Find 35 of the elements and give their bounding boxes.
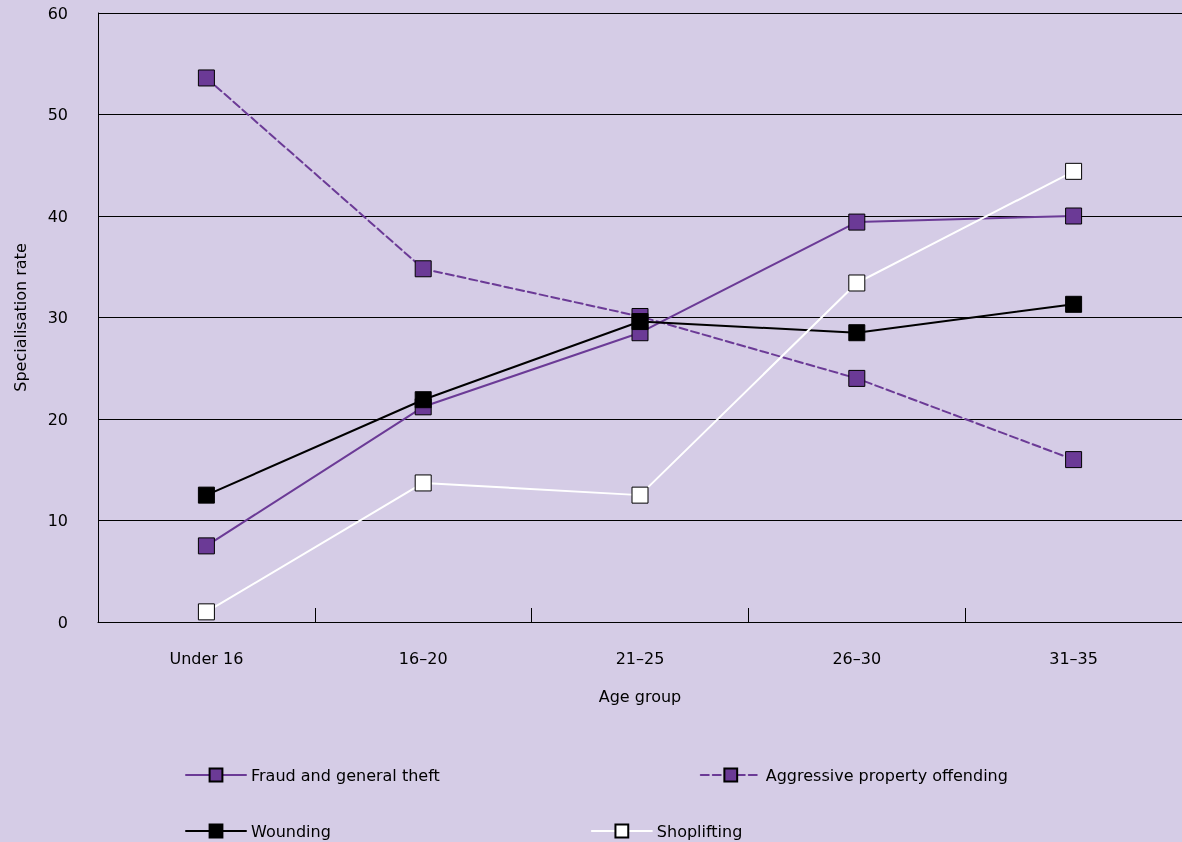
legend-label: Aggressive property offending bbox=[765, 765, 1008, 785]
point bbox=[414, 474, 432, 492]
point bbox=[848, 274, 866, 292]
point bbox=[1065, 451, 1083, 469]
y-tick-label: 20 bbox=[47, 409, 68, 429]
point bbox=[848, 213, 866, 231]
point bbox=[197, 537, 215, 555]
y-tick-label: 30 bbox=[47, 308, 68, 327]
y-tick-label: 40 bbox=[47, 206, 68, 226]
x-tick-label: 31–35 bbox=[1049, 648, 1098, 668]
point bbox=[197, 603, 215, 621]
point bbox=[1065, 207, 1083, 225]
point bbox=[848, 324, 866, 342]
x-tick-label: 26–30 bbox=[832, 648, 882, 668]
point bbox=[631, 486, 649, 504]
y-tick-label: 0 bbox=[57, 612, 68, 632]
y-axis-title: Specialisation rate bbox=[10, 243, 30, 392]
y-tick-label: 50 bbox=[47, 105, 68, 124]
point bbox=[197, 69, 215, 87]
x-tick-label: 21–25 bbox=[615, 648, 665, 668]
x-tick-label: 16–20 bbox=[398, 648, 448, 668]
y-tick-label: 10 bbox=[47, 511, 68, 530]
point bbox=[1065, 162, 1083, 180]
legend-label: Fraud and general theft bbox=[251, 765, 440, 785]
x-tick-label: Under 16 bbox=[169, 648, 244, 668]
point bbox=[848, 369, 866, 387]
point bbox=[414, 260, 432, 278]
point bbox=[1065, 295, 1083, 313]
legend-label: Wounding bbox=[251, 821, 331, 841]
x-axis-title: Age group bbox=[598, 686, 682, 706]
point bbox=[414, 391, 432, 409]
legend-label: Shoplifting bbox=[656, 821, 743, 841]
y-tick-label: 60 bbox=[47, 3, 68, 23]
point bbox=[631, 313, 649, 331]
point bbox=[197, 486, 215, 504]
